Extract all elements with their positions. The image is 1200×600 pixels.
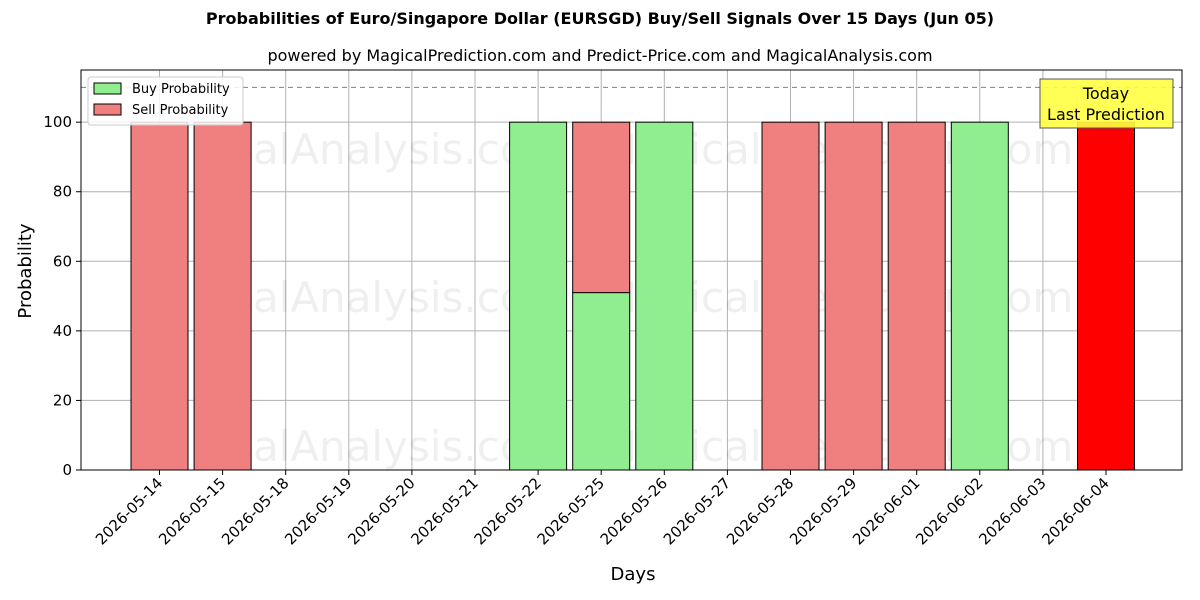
sell-bar bbox=[193, 121, 252, 471]
y-axis-label: Probability bbox=[15, 223, 36, 318]
x-tick-label: 2026-05-25 bbox=[534, 474, 608, 548]
x-tick-label: 2026-05-15 bbox=[155, 474, 229, 548]
legend: Buy Probability Sell Probability bbox=[87, 76, 244, 126]
y-tick-label: 0 bbox=[62, 461, 72, 479]
x-tick-label: 2026-05-20 bbox=[344, 474, 418, 548]
x-tick-label: 2026-05-29 bbox=[786, 474, 860, 548]
sell-bar bbox=[572, 121, 631, 294]
legend-sell-label: Sell Probability bbox=[132, 103, 229, 118]
sell-bar bbox=[824, 121, 883, 471]
y-tick-label: 80 bbox=[53, 183, 72, 201]
x-tick-label: 2026-05-27 bbox=[660, 474, 734, 548]
chart-title: Probabilities of Euro/Singapore Dollar (… bbox=[205, 9, 995, 28]
x-tick-label: 2026-05-21 bbox=[407, 474, 481, 548]
x-axis-label: Days bbox=[611, 564, 656, 585]
x-tick-label: 2026-05-28 bbox=[723, 474, 797, 548]
legend-buy-swatch bbox=[93, 82, 122, 95]
legend-sell-swatch bbox=[93, 103, 122, 116]
x-tick-label: 2026-05-18 bbox=[218, 474, 292, 548]
plot-frame bbox=[80, 69, 1183, 471]
y-tick-label: 20 bbox=[53, 391, 72, 409]
x-tick-label: 2026-06-02 bbox=[912, 474, 986, 548]
x-tick-label: 2026-05-14 bbox=[92, 474, 166, 548]
buy-bar bbox=[950, 121, 1009, 471]
sell-bar bbox=[761, 121, 820, 471]
y-tick-label: 40 bbox=[53, 322, 72, 340]
buy-bar bbox=[635, 121, 694, 471]
buy-bar bbox=[509, 121, 568, 471]
sell-bar bbox=[130, 121, 189, 471]
x-tick-label: 2026-05-26 bbox=[597, 474, 671, 548]
x-tick-label: 2026-05-22 bbox=[471, 474, 545, 548]
x-tick-layer: 2026-05-142026-05-152026-05-182026-05-19… bbox=[92, 470, 1113, 548]
x-tick-label: 2026-06-01 bbox=[849, 474, 923, 548]
bar-layer bbox=[130, 121, 1135, 471]
today-annotation-line2: Last Prediction bbox=[1047, 105, 1165, 124]
buy-bar bbox=[572, 292, 631, 471]
y-tick-layer: 0 20 40 60 80 100 bbox=[43, 113, 81, 479]
x-tick-label: 2026-06-04 bbox=[1038, 474, 1112, 548]
today-annotation-line1: Today bbox=[1082, 84, 1129, 103]
sell-bar bbox=[1077, 121, 1135, 471]
x-tick-label: 2026-06-03 bbox=[975, 474, 1049, 548]
legend-box bbox=[87, 76, 244, 126]
x-tick-label: 2026-05-19 bbox=[281, 474, 355, 548]
chart-subtitle: powered by MagicalPrediction.com and Pre… bbox=[267, 46, 933, 65]
today-annotation: Today Last Prediction bbox=[1039, 78, 1174, 129]
y-tick-label: 60 bbox=[53, 252, 72, 270]
y-tick-label: 100 bbox=[43, 113, 72, 131]
legend-buy-label: Buy Probability bbox=[132, 82, 230, 97]
today-annotation-box bbox=[1039, 78, 1174, 129]
sell-bar bbox=[887, 121, 946, 471]
